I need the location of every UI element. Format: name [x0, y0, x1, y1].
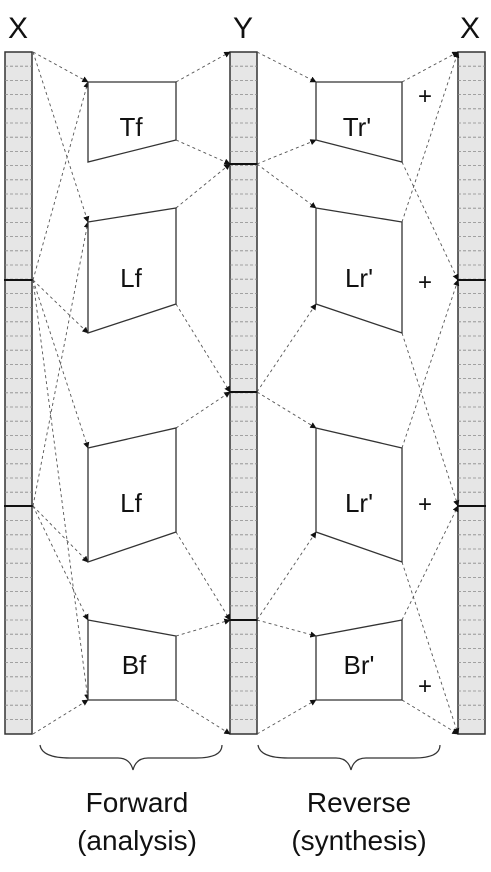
- flow-arrow: [175, 51, 231, 83]
- flow-arrow: [32, 279, 91, 701]
- forward-block-shape: [87, 207, 177, 334]
- plus-sign: +: [418, 269, 432, 296]
- forward-block-shape: [87, 427, 177, 563]
- forward-caption-subtitle: (analysis): [77, 825, 197, 856]
- flow-arrow: [32, 81, 90, 281]
- reverse-brace: [257, 744, 441, 771]
- reverse-block-shape: [315, 427, 403, 563]
- flow-arrow: [32, 51, 89, 83]
- reverse-blocks: Tr' Lr' Lr' Br': [315, 81, 403, 701]
- x-input-bar: [4, 51, 33, 735]
- flow-arrow: [32, 51, 90, 223]
- summation-signs: + + + +: [418, 83, 432, 700]
- forward-block-label: Tf: [119, 112, 143, 142]
- flow-arrow: [256, 139, 317, 165]
- reverse-block-label: Lr': [345, 488, 373, 518]
- reverse-block-shape: [315, 619, 403, 701]
- forward-block-label: Lf: [120, 488, 142, 518]
- flow-arrow: [401, 279, 460, 449]
- reverse-block-shape: [315, 207, 403, 334]
- x-output-bar: [457, 51, 486, 735]
- flow-arrow: [256, 51, 317, 83]
- plus-sign: +: [418, 491, 432, 518]
- reverse-block-label: Lr': [345, 263, 373, 293]
- flow-arrow: [32, 221, 91, 507]
- forward-block-shape: [87, 619, 177, 701]
- reverse-caption-subtitle: (synthesis): [291, 825, 426, 856]
- reverse-block-shape: [315, 81, 403, 163]
- flow-arrow: [175, 531, 231, 621]
- flow-arrow: [256, 391, 317, 429]
- reverse-block-label: Br': [344, 650, 375, 680]
- flow-arrow: [256, 303, 317, 393]
- forward-brace: [39, 744, 223, 771]
- forward-block-label: Bf: [122, 650, 147, 680]
- flow-arrow: [401, 699, 459, 735]
- y-coefficient-bar: [229, 51, 258, 735]
- flow-arrow: [401, 332, 460, 507]
- y-mid-label: Y: [233, 12, 253, 45]
- flow-arrow: [256, 619, 317, 638]
- flow-arrow: [401, 505, 459, 621]
- reverse-block-label: Tr': [343, 112, 372, 142]
- flow-arrow: [401, 51, 459, 83]
- reverse-caption-title: Reverse: [307, 787, 411, 818]
- x-right-label: X: [460, 12, 480, 45]
- flow-arrow: [32, 279, 89, 334]
- plus-sign: +: [418, 83, 432, 110]
- x-left-label: X: [8, 12, 28, 45]
- flow-arrow: [401, 51, 460, 223]
- flow-arrow: [175, 699, 231, 735]
- plus-sign: +: [418, 673, 432, 700]
- forward-caption-title: Forward: [86, 787, 189, 818]
- flow-arrow: [32, 505, 89, 621]
- flow-arrow: [401, 561, 460, 735]
- signal-flow-arrows: [32, 51, 460, 735]
- forward-block-label: Lf: [120, 263, 142, 293]
- flow-arrow: [256, 531, 317, 621]
- flow-arrow: [32, 505, 89, 563]
- flow-arrow: [175, 163, 231, 209]
- flow-arrow: [401, 161, 459, 281]
- forward-blocks: Tf Lf Lf Bf: [87, 81, 177, 701]
- flow-arrow: [175, 618, 231, 637]
- flow-arrow: [32, 699, 89, 735]
- flow-arrow: [175, 391, 231, 429]
- forward-block-shape: [87, 81, 177, 163]
- flow-arrow: [256, 163, 317, 209]
- flow-arrow: [175, 303, 231, 393]
- flow-arrow: [175, 139, 231, 165]
- flow-arrow: [256, 699, 317, 735]
